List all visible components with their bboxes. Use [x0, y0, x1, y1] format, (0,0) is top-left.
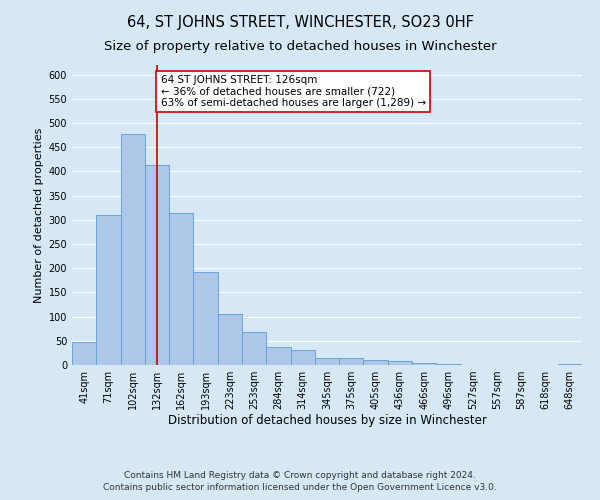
Bar	[242, 332, 266, 365]
Text: Size of property relative to detached houses in Winchester: Size of property relative to detached ho…	[104, 40, 496, 53]
Bar	[364, 360, 388, 365]
Bar	[121, 134, 145, 365]
Bar	[218, 314, 242, 365]
Text: 64 ST JOHNS STREET: 126sqm
← 36% of detached houses are smaller (722)
63% of sem: 64 ST JOHNS STREET: 126sqm ← 36% of deta…	[161, 74, 426, 108]
Bar	[558, 364, 582, 365]
Bar	[72, 342, 96, 365]
X-axis label: Distribution of detached houses by size in Winchester: Distribution of detached houses by size …	[167, 414, 487, 426]
Bar	[412, 362, 436, 365]
Bar	[339, 358, 364, 365]
Y-axis label: Number of detached properties: Number of detached properties	[34, 128, 44, 302]
Bar	[169, 212, 193, 365]
Text: 64, ST JOHNS STREET, WINCHESTER, SO23 0HF: 64, ST JOHNS STREET, WINCHESTER, SO23 0H…	[127, 15, 473, 30]
Text: Contains HM Land Registry data © Crown copyright and database right 2024.
Contai: Contains HM Land Registry data © Crown c…	[103, 471, 497, 492]
Bar	[388, 361, 412, 365]
Bar	[145, 165, 169, 365]
Bar	[266, 346, 290, 365]
Bar	[193, 272, 218, 365]
Bar	[96, 215, 121, 365]
Bar	[315, 358, 339, 365]
Bar	[290, 350, 315, 365]
Bar	[436, 364, 461, 365]
